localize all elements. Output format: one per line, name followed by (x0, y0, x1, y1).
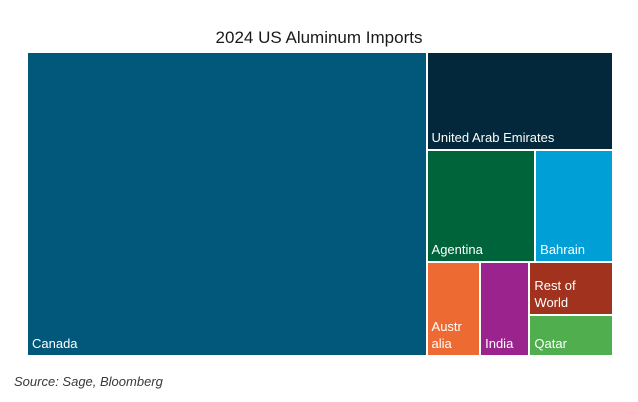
treemap-tile-bahrain: Bahrain (535, 149, 613, 262)
treemap-tile-qatar: Qatar (529, 314, 613, 356)
treemap-label-bahrain: Bahrain (540, 241, 585, 257)
treemap-label-agentina: Agentina (431, 241, 483, 257)
treemap-tile-rest-of-world: Rest of World (529, 261, 613, 315)
treemap-tile-agentina: Agentina (426, 149, 536, 262)
treemap-tile-canada: Canada (27, 52, 427, 356)
source-note: Source: Sage, Bloomberg (14, 374, 163, 389)
treemap-label-rest-of-world: Rest of World (534, 277, 576, 310)
treemap-label-austr-alia: Austr alia (431, 318, 462, 351)
treemap-label-india: India (485, 335, 514, 351)
chart-title: 2024 US Aluminum Imports (215, 28, 423, 47)
treemap-label-united-arab-emirates: United Arab Emirates (431, 129, 555, 145)
treemap-label-canada: Canada (32, 336, 78, 351)
treemap-label-qatar: Qatar (534, 335, 567, 351)
treemap-tile-austr-alia: Austr alia (426, 261, 481, 356)
treemap-tile-united-arab-emirates: United Arab Emirates (426, 52, 613, 150)
treemap-tile-india: India (480, 261, 530, 356)
treemap-chart: Canada United Arab Emirates Agentina Bahrai… (27, 52, 613, 356)
